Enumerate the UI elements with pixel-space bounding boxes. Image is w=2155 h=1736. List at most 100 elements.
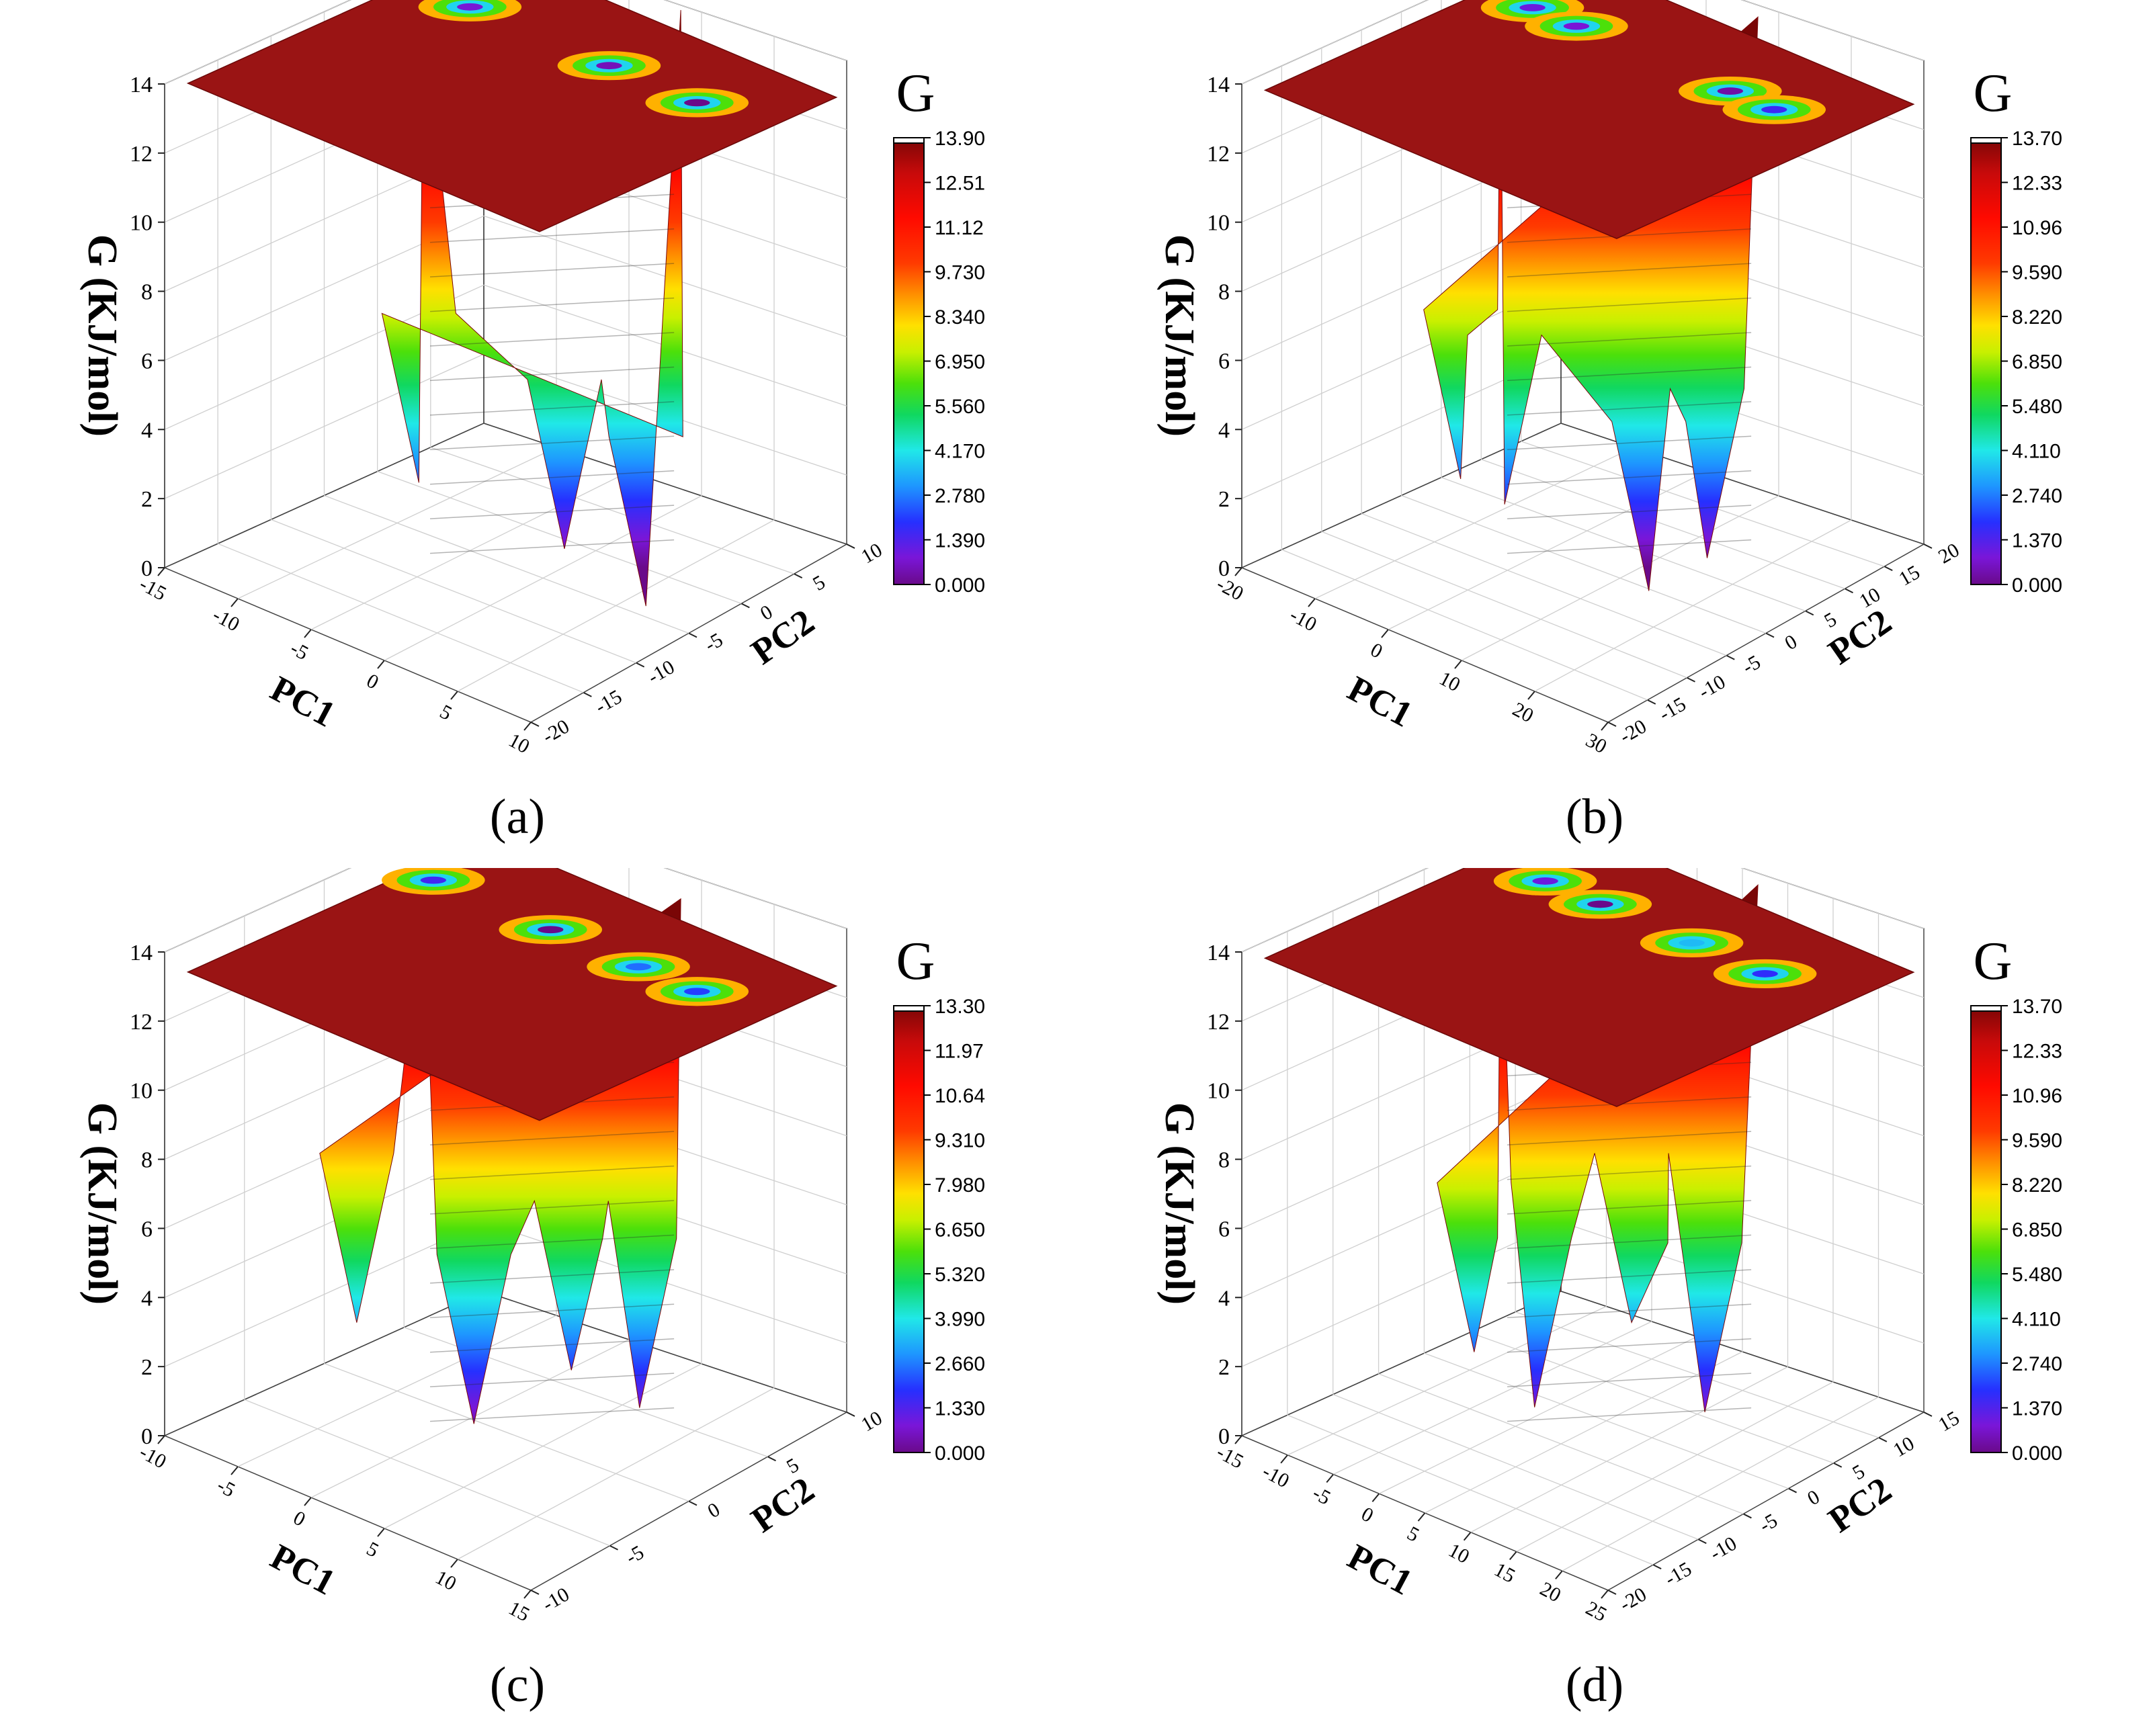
contour-line bbox=[430, 1303, 675, 1319]
colorbar: 13.90 12.51 11.12 9.730 8.340 6.950 5.560 4.170… bbox=[893, 64, 985, 597]
panel-label: (c) bbox=[490, 1657, 545, 1712]
y-tick bbox=[1742, 1513, 1752, 1519]
grid-line bbox=[1401, 494, 1767, 634]
y-tick-label: 10 bbox=[857, 1407, 886, 1436]
colorbar-tick-label: 9.730 bbox=[935, 262, 985, 284]
colorbar-tick-label: 11.12 bbox=[935, 217, 984, 239]
basin-footprint bbox=[1519, 3, 1546, 11]
contour-line bbox=[1507, 539, 1752, 554]
colorbar-gradient bbox=[1970, 1005, 2002, 1453]
colorbar-tick-label: 2.740 bbox=[2012, 485, 2062, 507]
contour-line bbox=[1507, 505, 1752, 519]
floor bbox=[163, 1291, 848, 1591]
x-tick bbox=[1555, 1570, 1563, 1579]
surface-plot: 0 2 4 6 8 10 12 14 G (KJ/mol) -15 -10 -5 0 5 10 15 20 25 P… bbox=[1156, 868, 2062, 1712]
z-tick-label: 14 bbox=[1207, 73, 1230, 97]
basin-footprint bbox=[1532, 877, 1558, 885]
colorbar-tick-label: 13.90 bbox=[935, 128, 985, 150]
x-tick-label: 10 bbox=[505, 729, 533, 758]
grid-line bbox=[1241, 1221, 1562, 1367]
x-tick bbox=[157, 567, 165, 576]
grid-line bbox=[430, 447, 794, 574]
contour-line bbox=[430, 1200, 675, 1215]
contour-line bbox=[430, 1165, 675, 1180]
contour-line bbox=[1507, 1165, 1752, 1180]
x-tick bbox=[1326, 1473, 1335, 1483]
grid-line bbox=[1379, 1336, 1697, 1494]
z-tick-label: 4 bbox=[141, 418, 153, 443]
chart-panel-d: 0 2 4 6 8 10 12 14 G (KJ/mol) -15 -10 -5 0 5 10 15 20 25 P… bbox=[1077, 868, 2154, 1736]
y-tick-label: -5 bbox=[1738, 651, 1764, 679]
colorbar-tick-label: 8.340 bbox=[935, 306, 985, 329]
z-axis-title: G (KJ/mol) bbox=[1156, 234, 1202, 437]
y-tick bbox=[794, 573, 803, 579]
grid-line bbox=[1241, 1152, 1562, 1298]
x-tick bbox=[1381, 629, 1389, 638]
contour-line bbox=[1507, 1303, 1752, 1319]
basin-footprint bbox=[1717, 87, 1744, 95]
basin-footprint bbox=[1761, 105, 1787, 114]
contour-line bbox=[430, 263, 675, 277]
x-tick-label: 20 bbox=[1536, 1577, 1564, 1606]
y-tick-label: -20 bbox=[1616, 715, 1650, 748]
colorbar-tick-label: 8.220 bbox=[2012, 306, 2062, 329]
z-tick-label: 2 bbox=[141, 1355, 153, 1380]
y-axis-title: PC2 bbox=[1821, 1469, 1898, 1540]
x-tick-label: 15 bbox=[505, 1597, 533, 1626]
grid-line bbox=[1740, 0, 1925, 61]
y-axis-title: PC2 bbox=[1821, 601, 1898, 672]
y-tick bbox=[1878, 1436, 1888, 1442]
z-tick-label: 14 bbox=[130, 73, 153, 97]
grid-line bbox=[1287, 1414, 1654, 1565]
colorbar-gradient bbox=[893, 1005, 925, 1453]
grid-line bbox=[1562, 1396, 1879, 1571]
basin-footprint bbox=[596, 62, 622, 70]
colorbar-tick-label: 4.110 bbox=[2012, 1309, 2061, 1331]
z-tick-label: 6 bbox=[141, 349, 153, 374]
y-tick bbox=[636, 662, 645, 668]
contour-line bbox=[1507, 263, 1752, 277]
z-tick-label: 10 bbox=[130, 1079, 153, 1104]
x-tick-label: -5 bbox=[214, 1474, 239, 1502]
y-tick-label: 10 bbox=[1890, 1432, 1918, 1462]
x-tick bbox=[230, 1466, 239, 1475]
x-tick-label: 5 bbox=[363, 1538, 382, 1562]
x-tick-label: -5 bbox=[287, 637, 312, 664]
contour-line bbox=[1507, 1096, 1752, 1111]
contour-line bbox=[1507, 1407, 1752, 1422]
grid-line bbox=[244, 1399, 610, 1547]
y-tick-label: -5 bbox=[1756, 1510, 1781, 1537]
x-tick bbox=[450, 1559, 458, 1568]
colorbar-tick-label: 9.310 bbox=[935, 1130, 985, 1152]
x-tick bbox=[1509, 1551, 1517, 1561]
z-tick-label: 2 bbox=[141, 487, 153, 512]
x-tick bbox=[1601, 722, 1609, 731]
colorbar-tick-label: 10.96 bbox=[2012, 217, 2062, 239]
basin-footprint bbox=[1563, 22, 1590, 30]
x-axis-title: PC1 bbox=[1341, 668, 1419, 734]
contour-line bbox=[1507, 401, 1752, 416]
x-tick-label: 0 bbox=[1357, 1503, 1377, 1527]
contour-line bbox=[1507, 1131, 1752, 1145]
colorbar-tick-label: 0.000 bbox=[935, 574, 985, 597]
grid-line bbox=[324, 494, 689, 634]
colorbar-title: G bbox=[896, 932, 935, 991]
grid-line bbox=[377, 471, 742, 604]
colorbar-title: G bbox=[896, 64, 935, 123]
colorbar-tick-label: 2.660 bbox=[935, 1353, 985, 1375]
colorbar: 13.30 11.97 10.64 9.310 7.980 6.650 5.320 3.990… bbox=[893, 932, 985, 1465]
y-tick bbox=[1607, 722, 1617, 727]
grid-line bbox=[1361, 513, 1727, 656]
colorbar-tick-label: 6.650 bbox=[935, 1219, 985, 1242]
basin-footprint bbox=[420, 876, 447, 884]
basin-footprint bbox=[1679, 939, 1705, 947]
colorbar-tick-label: 4.170 bbox=[935, 441, 985, 463]
x-tick-label: 5 bbox=[1404, 1522, 1423, 1547]
colorbar-title: G bbox=[1974, 64, 2013, 123]
colorbar-tick-label: 9.590 bbox=[2012, 1130, 2062, 1152]
z-tick-label: 2 bbox=[1218, 487, 1230, 512]
y-tick bbox=[846, 1412, 855, 1417]
x-tick-label: -10 bbox=[1259, 1460, 1293, 1492]
